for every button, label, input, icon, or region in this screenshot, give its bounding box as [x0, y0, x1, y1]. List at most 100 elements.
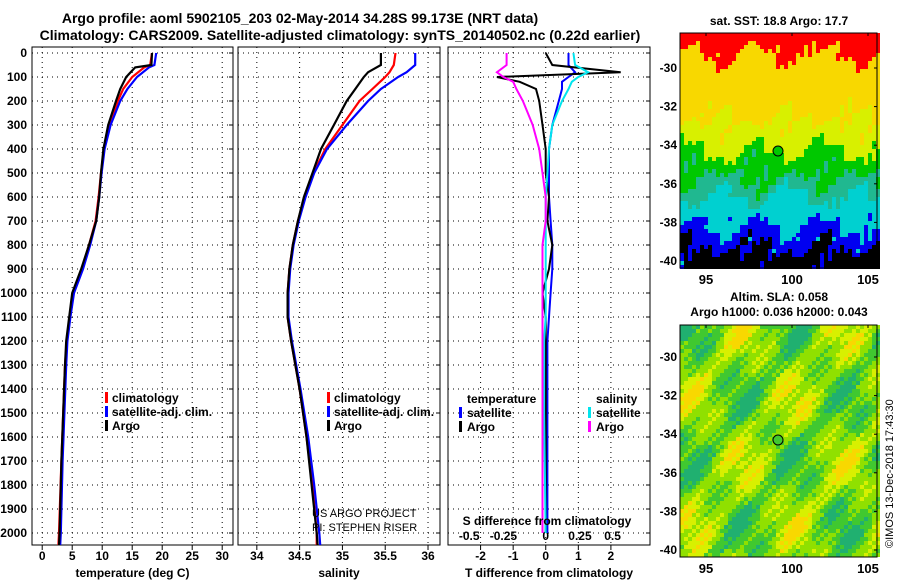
- map-cell: [820, 241, 824, 245]
- map-cell: [868, 217, 872, 221]
- map-cell: [856, 37, 860, 41]
- map-cell: [684, 329, 688, 333]
- map-cell: [792, 329, 796, 333]
- map-cell: [768, 369, 772, 373]
- map-cell: [808, 157, 812, 161]
- map-cell: [788, 149, 792, 153]
- map-cell: [796, 145, 800, 149]
- map-cell: [684, 257, 688, 261]
- map-cell: [768, 253, 772, 257]
- map-cell: [852, 241, 856, 245]
- map-cell: [864, 177, 868, 181]
- map-cell: [804, 117, 808, 121]
- map-cell: [872, 421, 876, 425]
- map-cell: [748, 185, 752, 189]
- map-cell: [828, 337, 832, 341]
- map-cell: [720, 329, 724, 333]
- map-cell: [740, 181, 744, 185]
- map-cell: [696, 257, 700, 261]
- map-cell: [760, 461, 764, 465]
- map-cell: [692, 169, 696, 173]
- map-cell: [716, 369, 720, 373]
- map-cell: [820, 333, 824, 337]
- map-cell: [772, 69, 776, 73]
- map-cell: [812, 333, 816, 337]
- map-cell: [860, 409, 864, 413]
- map-cell: [812, 237, 816, 241]
- map-cell: [704, 429, 708, 433]
- map-cell: [760, 117, 764, 121]
- map-cell: [824, 137, 828, 141]
- map-cell: [760, 229, 764, 233]
- map-cell: [816, 393, 820, 397]
- map-cell: [828, 445, 832, 449]
- map-cell: [792, 49, 796, 53]
- map-cell: [744, 185, 748, 189]
- map-cell: [824, 221, 828, 225]
- map-cell: [840, 193, 844, 197]
- map-cell: [768, 249, 772, 253]
- map-cell: [744, 345, 748, 349]
- map-cell: [804, 125, 808, 129]
- map-cell: [680, 189, 684, 193]
- map-cell: [772, 381, 776, 385]
- map-cell: [860, 137, 864, 141]
- map-cell: [856, 145, 860, 149]
- map-cell: [772, 213, 776, 217]
- map-cell: [828, 101, 832, 105]
- map-cell: [836, 45, 840, 49]
- map-cell: [712, 137, 716, 141]
- map-cell: [760, 153, 764, 157]
- map-cell: [740, 245, 744, 249]
- map-cell: [768, 433, 772, 437]
- map-cell: [688, 137, 692, 141]
- map-cell: [788, 357, 792, 361]
- map-cell: [804, 257, 808, 261]
- map-cell: [720, 245, 724, 249]
- map-cell: [776, 137, 780, 141]
- map-cell: [752, 209, 756, 213]
- map-cell: [868, 245, 872, 249]
- map-cell: [740, 129, 744, 133]
- map-cell: [860, 385, 864, 389]
- map-cell: [832, 125, 836, 129]
- map-cell: [816, 225, 820, 229]
- map-cell: [812, 413, 816, 417]
- map-cell: [840, 245, 844, 249]
- map-cell: [768, 189, 772, 193]
- map-cell: [864, 325, 868, 329]
- x-tick-label: 34.5: [288, 549, 312, 563]
- map-cell: [872, 413, 876, 417]
- map-cell: [876, 201, 880, 205]
- map-cell: [752, 437, 756, 441]
- map-cell: [876, 457, 880, 461]
- map-cell: [776, 457, 780, 461]
- map-cell: [796, 237, 800, 241]
- map-cell: [828, 169, 832, 173]
- map-cell: [836, 221, 840, 225]
- map-cell: [780, 461, 784, 465]
- map-cell: [748, 357, 752, 361]
- map-cell: [868, 345, 872, 349]
- map-cell: [832, 177, 836, 181]
- map-cell: [768, 381, 772, 385]
- map-cell: [848, 205, 852, 209]
- map-cell: [812, 77, 816, 81]
- map-cell: [804, 221, 808, 225]
- map-cell: [728, 149, 732, 153]
- map-cell: [744, 57, 748, 61]
- map-cell: [788, 389, 792, 393]
- map-cell: [816, 53, 820, 57]
- map-cell: [712, 261, 716, 265]
- map-cell: [776, 49, 780, 53]
- map-cell: [764, 401, 768, 405]
- map-cell: [696, 425, 700, 429]
- map-cell: [700, 341, 704, 345]
- map-cell: [716, 337, 720, 341]
- map-cell: [740, 457, 744, 461]
- map-cell: [868, 421, 872, 425]
- map-cell: [788, 381, 792, 385]
- map-cell: [724, 225, 728, 229]
- map-cell: [812, 245, 816, 249]
